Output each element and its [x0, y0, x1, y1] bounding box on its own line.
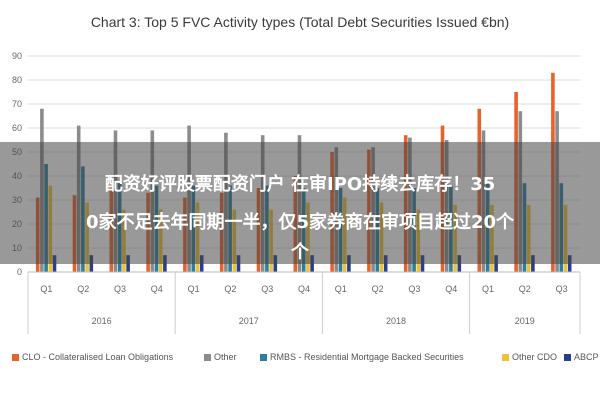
x-tick-label: Q2 [224, 284, 236, 294]
x-tick-label: Q3 [114, 284, 126, 294]
x-tick-label: Q3 [261, 284, 273, 294]
y-tick-label: 70 [12, 99, 22, 109]
overlay-headline-line-2: 0家不足去年同期一半，仅5家券商在审项目超过20个 [85, 212, 515, 233]
x-tick-label: Q2 [372, 284, 384, 294]
chart-title: Chart 3: Top 5 FVC Activity types (Total… [90, 14, 510, 30]
overlay-banner [0, 142, 600, 264]
x-tick-label: Q3 [556, 284, 568, 294]
legend-item: Other CDO [502, 352, 557, 362]
legend-swatch [564, 353, 571, 361]
x-tick-label: Q2 [519, 284, 531, 294]
legend-label: CLO - Collateralised Loan Obligations [22, 352, 174, 362]
year-label: 2017 [239, 316, 259, 326]
x-tick-label: Q1 [188, 284, 200, 294]
legend-item: Other [204, 352, 237, 362]
x-tick-label: Q1 [335, 284, 347, 294]
y-tick-label: 60 [12, 123, 22, 133]
legend-swatch [260, 353, 267, 361]
legend-item: CLO - Collateralised Loan Obligations [12, 352, 173, 362]
legend-label: ABCP [574, 352, 599, 362]
legend-swatch [204, 353, 211, 361]
y-tick-label: 0 [17, 267, 22, 277]
year-label: 2019 [515, 316, 535, 326]
legend-label: Other CDO [512, 352, 558, 362]
x-tick-label: Q4 [445, 284, 457, 294]
overlay-headline-line-1: 配资好评股票配资门户 在审IPO持续去库存！35 [104, 174, 496, 195]
legend-item: RMBS - Residential Mortgage Backed Secur… [260, 352, 464, 362]
legend-label: RMBS - Residential Mortgage Backed Secur… [270, 352, 464, 362]
x-tick-label: Q1 [40, 284, 52, 294]
x-tick-label: Q4 [298, 284, 310, 294]
legend-label: Other [214, 352, 237, 362]
x-tick-label: Q3 [408, 284, 420, 294]
year-label: 2018 [386, 316, 406, 326]
x-tick-label: Q4 [151, 284, 163, 294]
legend-item: ABCP [564, 352, 599, 362]
legend-swatch [12, 353, 19, 361]
legend-swatch [502, 353, 509, 361]
overlay-headline-line-3: 个 [291, 242, 309, 263]
x-tick-label: Q1 [482, 284, 494, 294]
chart-legend: CLO - Collateralised Loan Obligations Oth… [12, 352, 600, 368]
y-tick-label: 80 [12, 75, 22, 85]
year-label: 2016 [92, 316, 112, 326]
x-tick-label: Q2 [77, 284, 89, 294]
y-tick-label: 90 [12, 51, 22, 61]
